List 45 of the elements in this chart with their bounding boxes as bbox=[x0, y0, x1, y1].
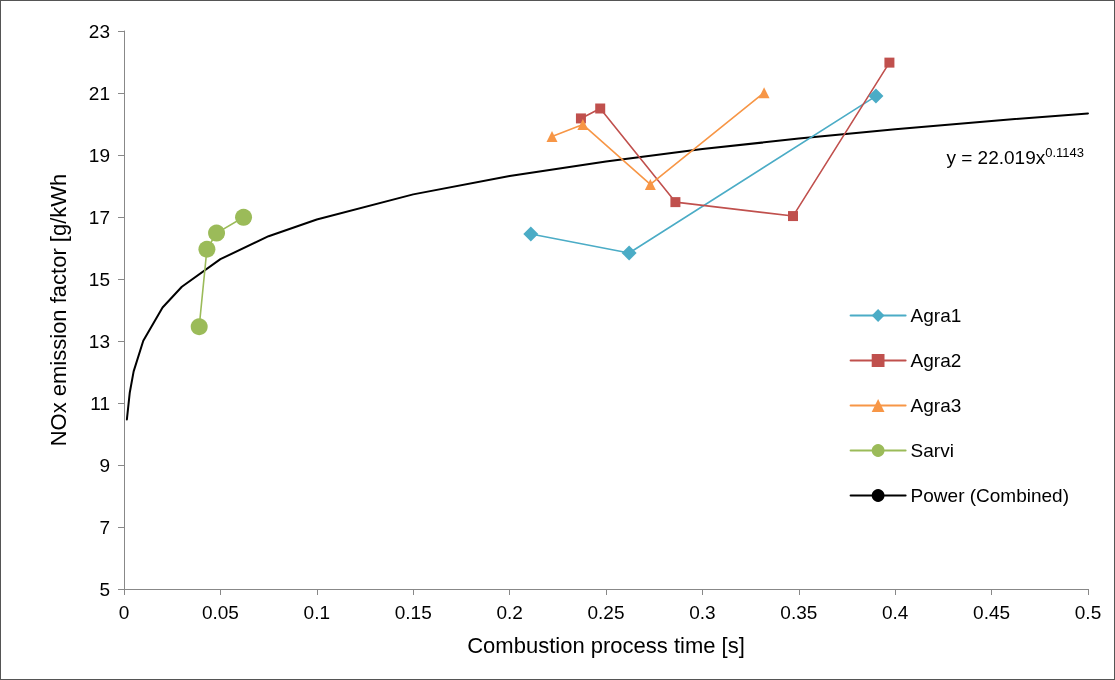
y-tick-label: 7 bbox=[99, 516, 110, 538]
point bbox=[523, 226, 539, 242]
y-tick-label: 5 bbox=[99, 578, 110, 600]
x-tick-label: 0.2 bbox=[496, 602, 523, 623]
y-tick-label: 15 bbox=[88, 268, 110, 290]
point bbox=[546, 130, 558, 142]
point bbox=[575, 113, 586, 124]
x-tick-label: 0.25 bbox=[587, 602, 625, 623]
legend-label: Agra1 bbox=[910, 305, 962, 326]
point bbox=[644, 178, 656, 190]
point bbox=[758, 87, 770, 99]
point bbox=[198, 240, 216, 258]
x-tick-label: 0.45 bbox=[973, 602, 1011, 623]
y-tick-label: 9 bbox=[99, 454, 110, 476]
y-tick-label: 11 bbox=[90, 392, 110, 414]
legend-label: Agra3 bbox=[910, 395, 962, 416]
point bbox=[621, 245, 637, 261]
y-tick-label: 19 bbox=[88, 144, 110, 166]
point bbox=[595, 103, 606, 114]
point bbox=[208, 224, 226, 242]
legend-label: Sarvi bbox=[910, 440, 954, 461]
y-tick-label: 23 bbox=[88, 20, 110, 42]
x-tick-label: 0.15 bbox=[394, 602, 432, 623]
x-axis-title: Combustion process time [s] bbox=[467, 632, 745, 658]
point bbox=[788, 211, 799, 222]
point bbox=[577, 119, 589, 131]
y-tick-label: 17 bbox=[88, 206, 110, 228]
x-tick-label: 0.1 bbox=[303, 602, 331, 623]
point bbox=[670, 197, 681, 208]
x-tick-label: 0.4 bbox=[881, 602, 909, 623]
y-tick-label: 21 bbox=[88, 82, 110, 104]
point bbox=[235, 208, 253, 226]
x-tick-label: 0.35 bbox=[780, 602, 818, 623]
line-series bbox=[125, 112, 1089, 421]
y-axis-title: NOx emission factor [g/kWh bbox=[45, 173, 71, 447]
x-tick-label: 0.5 bbox=[1074, 602, 1102, 623]
x-tick-label: 0 bbox=[118, 602, 130, 623]
legend-label: Power (Combined) bbox=[910, 485, 1070, 506]
point bbox=[190, 318, 208, 336]
point bbox=[868, 88, 884, 104]
legend-label: Agra2 bbox=[910, 350, 962, 371]
x-tick-label: 0.05 bbox=[201, 602, 239, 623]
point bbox=[884, 57, 895, 68]
x-tick-label: 0.3 bbox=[689, 602, 716, 623]
y-tick-label: 13 bbox=[88, 330, 110, 352]
